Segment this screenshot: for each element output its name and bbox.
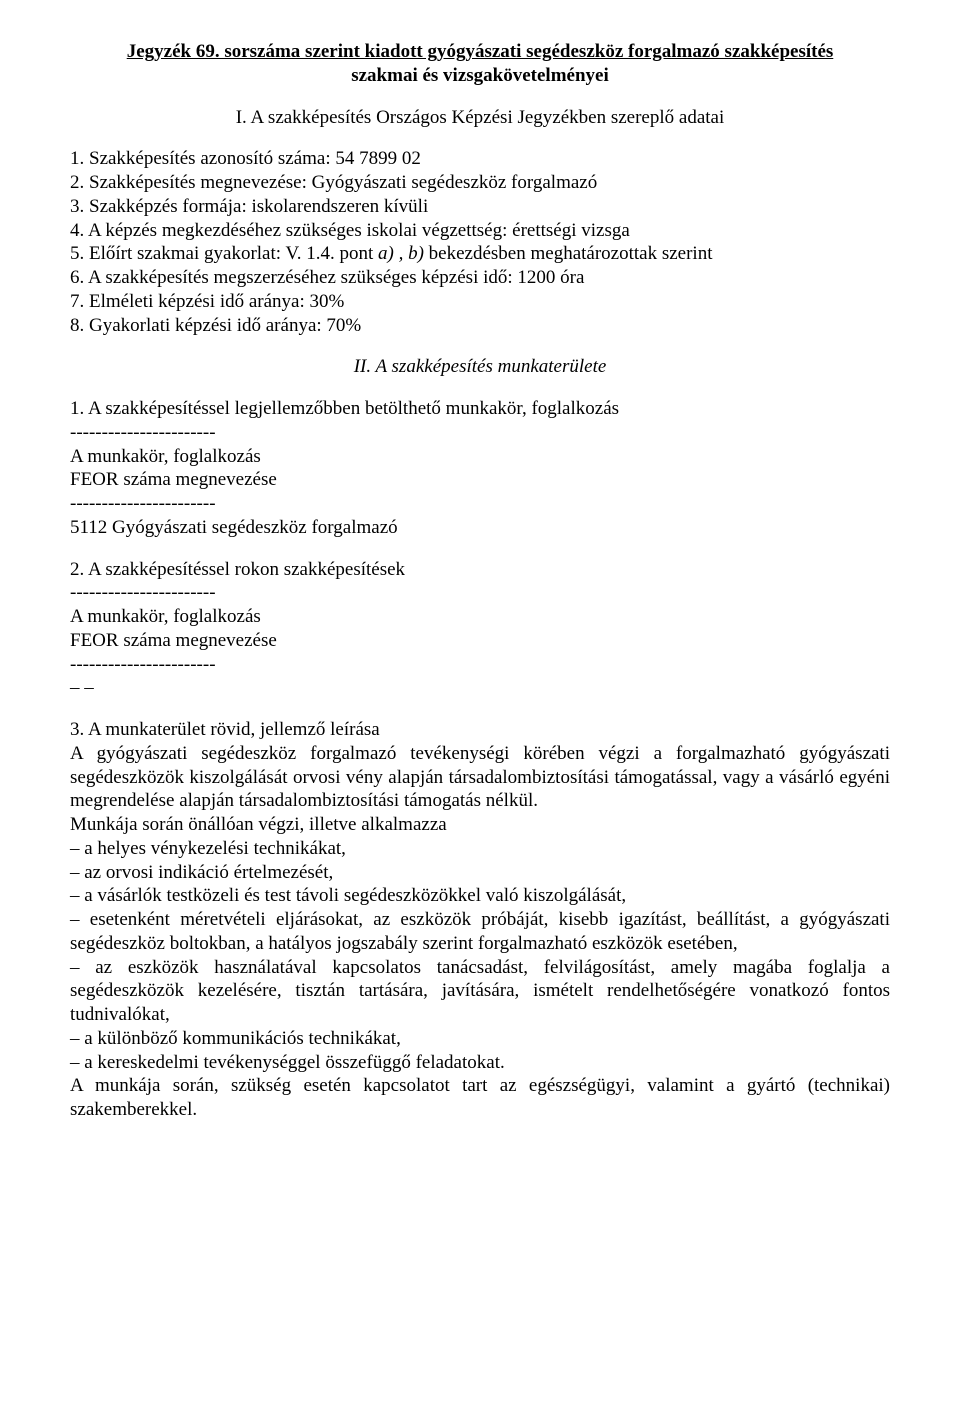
bullet-6: – a különböző kommunikációs technikákat, — [70, 1027, 890, 1051]
desc-3: A munkája során, szükség esetén kapcsola… — [70, 1074, 890, 1122]
spacer — [70, 540, 890, 558]
dash-line: ----------------------- — [70, 421, 890, 445]
s2-p1: 1. A szakképesítéssel legjellemzőbben be… — [70, 397, 890, 421]
empty-row: – – — [70, 676, 890, 700]
section2-heading: II. A szakképesítés munkaterülete — [70, 355, 890, 379]
bullet-7: – a kereskedelmi tevékenységgel összefüg… — [70, 1051, 890, 1075]
feor-row-1: 5112 Gyógyászati segédeszköz forgalmazó — [70, 516, 890, 540]
desc-1: A gyógyászati segédeszköz forgalmazó tev… — [70, 742, 890, 813]
s1-item-5: 5. Előírt szakmai gyakorlat: V. 1.4. pon… — [70, 242, 890, 266]
desc-2: Munkája során önállóan végzi, illetve al… — [70, 813, 890, 837]
feor-label: FEOR száma megnevezése — [70, 468, 890, 492]
title-block: Jegyzék 69. sorszáma szerint kiadott gyó… — [70, 40, 890, 88]
s2-p3: 3. A munkaterület rövid, jellemző leírás… — [70, 718, 890, 742]
spacer-2 — [70, 700, 890, 718]
dash-line-3: ----------------------- — [70, 581, 890, 605]
title-line2: szakmai és vizsgakövetelményei — [351, 65, 609, 86]
title-line1: Jegyzék 69. sorszáma szerint kiadott gyó… — [127, 41, 834, 62]
bullet-2: – az orvosi indikáció értelmezését, — [70, 861, 890, 885]
dash-line-2: ----------------------- — [70, 492, 890, 516]
s1-5-ab: a) , b) — [378, 243, 424, 264]
s1-item-4: 4. A képzés megkezdéséhez szükséges isko… — [70, 219, 890, 243]
dash-line-4: ----------------------- — [70, 653, 890, 677]
s1-item-6: 6. A szakképesítés megszerzéséhez szüksé… — [70, 266, 890, 290]
munkakor-label-2: A munkakör, foglalkozás — [70, 605, 890, 629]
s1-item-3: 3. Szakképzés formája: iskolarendszeren … — [70, 195, 890, 219]
feor-label-2: FEOR száma megnevezése — [70, 629, 890, 653]
section1-heading: I. A szakképesítés Országos Képzési Jegy… — [70, 106, 890, 130]
s1-5-pre: 5. Előírt szakmai gyakorlat: V. 1.4. pon… — [70, 243, 378, 264]
munkakor-label: A munkakör, foglalkozás — [70, 445, 890, 469]
document-page: Jegyzék 69. sorszáma szerint kiadott gyó… — [0, 0, 960, 1416]
bullet-3: – a vásárlók testközeli és test távoli s… — [70, 884, 890, 908]
s1-item-1: 1. Szakképesítés azonosító száma: 54 789… — [70, 147, 890, 171]
s1-item-2: 2. Szakképesítés megnevezése: Gyógyászat… — [70, 171, 890, 195]
bullet-4: – esetenként méretvételi eljárásokat, az… — [70, 908, 890, 956]
section2-block: 1. A szakképesítéssel legjellemzőbben be… — [70, 397, 890, 1122]
section1-list: 1. Szakképesítés azonosító száma: 54 789… — [70, 147, 890, 337]
s1-item-7: 7. Elméleti képzési idő aránya: 30% — [70, 290, 890, 314]
bullet-1: – a helyes vénykezelési technikákat, — [70, 837, 890, 861]
bullet-5: – az eszközök használatával kapcsolatos … — [70, 956, 890, 1027]
s2-p2: 2. A szakképesítéssel rokon szakképesíté… — [70, 558, 890, 582]
s1-5-post: bekezdésben meghatározottak szerint — [424, 243, 713, 264]
s1-item-8: 8. Gyakorlati képzési idő aránya: 70% — [70, 314, 890, 338]
